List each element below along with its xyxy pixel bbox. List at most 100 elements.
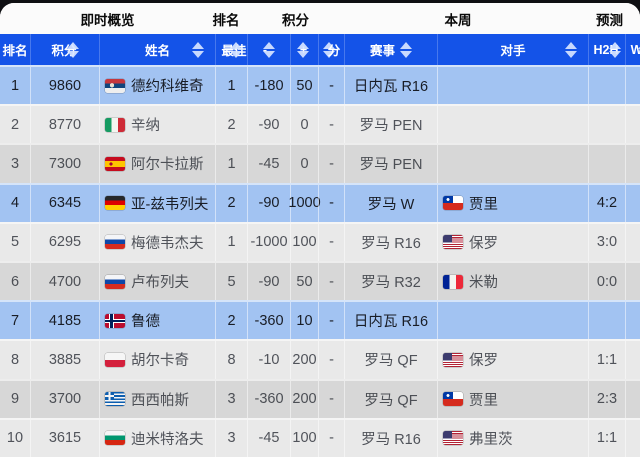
flag-poland-icon [105, 352, 125, 367]
points-gain-cell: 100 [290, 223, 318, 261]
column-header-h2h[interactable]: H2H [588, 34, 625, 65]
h2h-value: 1:1 [596, 430, 618, 447]
column-header-points[interactable]: 积分 [30, 34, 99, 65]
opponent-cell [437, 106, 588, 144]
rank-cell: 1 [0, 67, 30, 104]
points-value: 4185 [48, 312, 82, 329]
opponent-cell: 贾里 [437, 184, 588, 222]
win-cell [625, 67, 640, 105]
opponent-cell: 保罗 [437, 341, 588, 379]
points-drop-cell: -90 [247, 184, 290, 222]
table-row[interactable]: 4 6345 亚-兹韦列夫 2 -90 1000 - 罗马 W 贾里 4:2 [0, 182, 640, 222]
h2h-cell: 2:3 [588, 380, 625, 418]
opponent-cell: 弗里茨 [437, 419, 588, 457]
player-cell: 西西帕斯 [99, 380, 215, 418]
group-header-row: 即时概览 排名 积分 本周 预测 [0, 3, 640, 34]
points-gain-cell: 200 [290, 341, 318, 379]
points-cell: 6345 [30, 184, 99, 222]
table-row[interactable]: 7 4185 鲁德 2 -360 10 - 日内瓦 R16 [0, 300, 640, 340]
flag-russia-icon [105, 235, 125, 250]
live-points-value: - [329, 351, 334, 368]
event-cell: 罗马 PEN [344, 106, 437, 144]
best-rank-cell: 3 [215, 380, 247, 418]
points-drop-cell: -1000 [247, 223, 290, 261]
table-row[interactable]: 8 3885 胡尔卡奇 8 -10 200 - 罗马 QF 保罗 1:1 [0, 339, 640, 379]
live-points-value: - [329, 391, 334, 408]
best-rank-value: 5 [227, 273, 236, 290]
opponent-name: 弗里茨 [469, 431, 513, 448]
win-cell [625, 223, 640, 261]
best-rank-value: 2 [227, 312, 236, 329]
column-header-event[interactable]: 赛事 [344, 34, 437, 65]
h2h-value: 0:0 [596, 273, 618, 290]
column-header-rank[interactable]: 排名 [0, 34, 30, 65]
group-live-overview: 即时概览 [0, 3, 215, 34]
opponent-name: 保罗 [469, 235, 498, 252]
event-value: 日内瓦 R16 [353, 314, 429, 331]
player-cell: 胡尔卡奇 [99, 341, 215, 379]
column-header-best[interactable]: 最佳 [215, 34, 247, 65]
points-gain-cell: 1000 [288, 184, 321, 222]
column-header-name[interactable]: 姓名 [99, 34, 215, 65]
points-gain-cell: 50 [290, 67, 318, 105]
best-rank-value: 1 [227, 234, 236, 251]
player-cell: 鲁德 [99, 302, 215, 340]
event-cell: 罗马 PEN [344, 145, 437, 183]
points-drop-cell: -360 [247, 380, 290, 418]
best-rank-cell: 3 [215, 419, 247, 457]
points-value: 3700 [48, 391, 82, 408]
flag-italy-icon [105, 117, 125, 132]
table-row[interactable]: 2 8770 辛纳 2 -90 0 - 罗马 PEN [0, 104, 640, 144]
column-label: H2H [593, 42, 619, 57]
column-header-win[interactable]: W [625, 34, 640, 65]
player-name: 卢布列夫 [131, 275, 189, 292]
group-label: 积分 [282, 12, 309, 28]
rank-value: 8 [10, 351, 20, 368]
rank-value: 7 [10, 312, 20, 329]
points-drop-value: -45 [258, 430, 280, 447]
column-header-opponent[interactable]: 对手 [437, 34, 588, 65]
points-gain-value: 100 [292, 430, 317, 447]
points-drop-cell: -45 [247, 419, 290, 457]
rank-cell: 5 [0, 224, 30, 261]
table-row[interactable]: 10 3615 迪米特洛夫 3 -45 100 - 罗马 R16 弗里茨 1:1 [0, 417, 640, 457]
flag-russia-icon [105, 274, 125, 289]
points-cell: 6295 [30, 223, 99, 261]
points-drop-value: -90 [258, 273, 280, 290]
table-row[interactable]: 1 9860 德约科维奇 1 -180 50 - 日内瓦 R16 [0, 65, 640, 105]
table-row[interactable]: 3 7300 阿尔卡拉斯 1 -45 0 - 罗马 PEN [0, 143, 640, 183]
group-points: 积分 [247, 3, 344, 34]
sort-arrows-icon [400, 41, 412, 58]
live-points-value: - [329, 155, 334, 172]
points-gain-value: 0 [300, 155, 309, 172]
table-row[interactable]: 6 4700 卢布列夫 5 -90 50 - 罗马 R32 米勒 0:0 [0, 260, 640, 301]
group-label: 预测 [596, 12, 623, 28]
flag-norway-icon [105, 313, 125, 328]
column-header-points-gain[interactable]: + [290, 34, 318, 65]
opponent-name: 贾里 [469, 392, 498, 409]
table-row[interactable]: 9 3700 西西帕斯 3 -360 200 - 罗马 QF 贾里 2:3 [0, 378, 640, 418]
column-header-points-drop[interactable]: - [247, 34, 290, 65]
column-label: 积分 [51, 44, 77, 58]
table-header-row: 排名 积分 姓名 最佳 - + 分 赛事 对手 H2H W [0, 34, 640, 65]
column-label: - [262, 42, 268, 57]
column-label: W [630, 42, 640, 57]
live-points-value: - [329, 273, 334, 290]
event-value: 罗马 QF [364, 392, 418, 409]
column-header-live-points[interactable]: 分 [318, 34, 344, 65]
best-rank-cell: 2 [215, 106, 247, 144]
points-gain-cell: 10 [290, 302, 318, 340]
flag-germany-icon [105, 196, 125, 211]
flag-usa-icon [443, 352, 463, 367]
event-value: 罗马 PEN [359, 157, 423, 174]
rankings-table-card: 即时概览 排名 积分 本周 预测 排名 积分 姓名 最佳 - + 分 赛事 对手… [0, 3, 640, 457]
points-gain-cell: 200 [290, 380, 318, 418]
live-points-value: - [329, 234, 334, 251]
points-cell: 7300 [30, 145, 99, 183]
points-gain-cell: 0 [290, 106, 318, 144]
points-gain-cell: 50 [290, 262, 318, 301]
flag-france-icon [443, 274, 463, 289]
flag-chile-icon [443, 196, 463, 211]
table-row[interactable]: 5 6295 梅德韦杰夫 1 -1000 100 - 罗马 R16 保罗 3:0 [0, 221, 640, 261]
best-rank-cell: 1 [215, 67, 247, 105]
